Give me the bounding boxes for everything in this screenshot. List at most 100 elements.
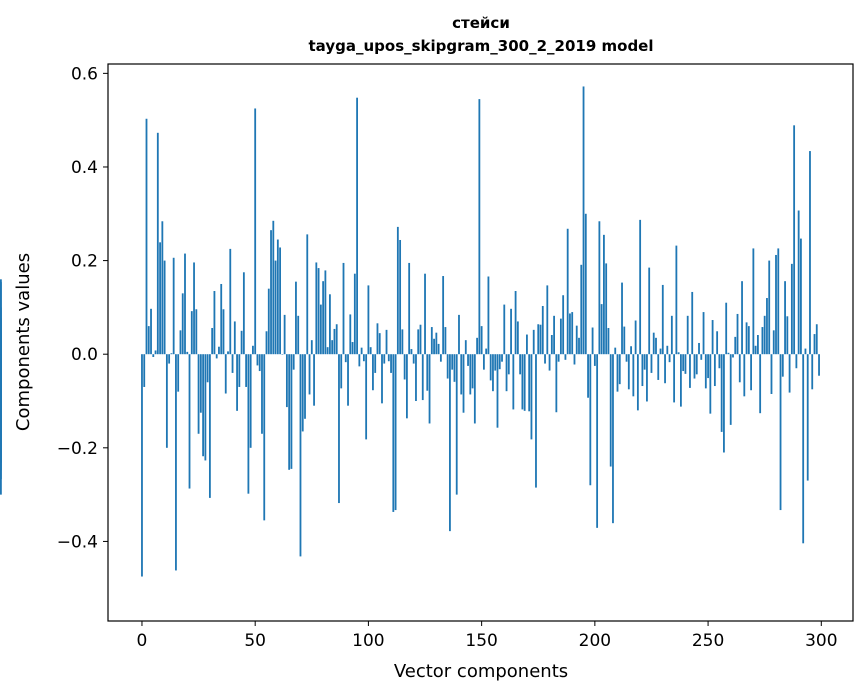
bar xyxy=(781,354,784,377)
bar xyxy=(141,354,143,577)
bar xyxy=(279,247,281,355)
bar xyxy=(480,326,483,355)
bar xyxy=(550,335,553,355)
bar xyxy=(276,239,279,355)
bar xyxy=(150,308,152,355)
bar xyxy=(759,354,762,414)
bar xyxy=(804,348,807,355)
plot-frame xyxy=(107,63,854,622)
bar xyxy=(188,354,191,489)
bar xyxy=(156,132,159,355)
bar xyxy=(482,354,485,370)
bar xyxy=(575,325,578,355)
bar xyxy=(412,354,415,364)
bar xyxy=(727,352,730,355)
bar xyxy=(335,324,338,355)
bar xyxy=(675,245,678,355)
bar xyxy=(360,347,363,355)
bar xyxy=(376,323,379,355)
bar xyxy=(145,118,148,355)
bar xyxy=(460,354,463,395)
bar xyxy=(514,291,517,355)
bar xyxy=(218,346,220,355)
bar xyxy=(815,324,818,355)
bar xyxy=(627,354,630,390)
bar xyxy=(240,330,243,355)
bar xyxy=(584,213,587,355)
bar xyxy=(426,354,429,391)
bar xyxy=(206,354,209,383)
bar xyxy=(396,226,399,355)
bar xyxy=(283,314,286,355)
x-tick-label: 0 xyxy=(137,631,148,651)
bar xyxy=(659,348,662,355)
bar xyxy=(458,314,460,355)
bar xyxy=(288,354,291,470)
chart-subtitle: tayga_upos_skipgram_300_2_2019 model xyxy=(309,37,654,55)
bar xyxy=(358,354,361,367)
bar xyxy=(616,354,619,392)
bar xyxy=(521,354,524,410)
x-tick-label: 150 xyxy=(465,631,497,651)
bar xyxy=(700,354,703,360)
bar xyxy=(446,354,449,379)
bar xyxy=(555,354,558,413)
bar xyxy=(763,315,766,355)
x-axis-ticks: 0 50 100 150 200 250 300 xyxy=(137,621,838,651)
bar xyxy=(367,285,370,355)
bar xyxy=(392,354,395,512)
bar xyxy=(299,354,302,557)
bar xyxy=(199,354,202,413)
bar xyxy=(408,262,411,355)
bar xyxy=(224,354,227,394)
bar xyxy=(607,327,610,355)
bar xyxy=(716,331,719,355)
bar xyxy=(519,354,522,375)
bar xyxy=(657,354,660,380)
bar xyxy=(152,354,155,358)
bar xyxy=(270,230,272,355)
bar xyxy=(503,304,506,355)
bar xyxy=(736,313,739,355)
bar xyxy=(181,293,184,355)
bar xyxy=(523,354,526,411)
bar xyxy=(338,354,340,504)
bar xyxy=(639,219,642,355)
bar xyxy=(813,334,816,355)
bar xyxy=(648,267,651,355)
bar xyxy=(691,291,694,355)
bar xyxy=(347,354,349,406)
bar xyxy=(329,294,331,355)
bar xyxy=(797,210,800,355)
bar xyxy=(464,340,467,355)
bar xyxy=(417,329,420,355)
bar xyxy=(530,354,533,440)
bar xyxy=(374,354,377,373)
bar xyxy=(632,354,635,397)
bar xyxy=(623,326,626,355)
bar xyxy=(163,260,166,355)
bar xyxy=(476,337,479,355)
bar xyxy=(313,354,315,406)
bar xyxy=(344,354,347,363)
bar xyxy=(349,314,352,355)
bar xyxy=(439,354,442,362)
x-tick-label: 100 xyxy=(352,631,384,651)
bar xyxy=(564,354,567,360)
bar xyxy=(444,327,447,355)
bar xyxy=(600,304,603,355)
bar xyxy=(186,351,189,355)
bar xyxy=(492,354,494,392)
bar xyxy=(233,321,236,355)
y-tick-label: 0.0 xyxy=(71,345,98,365)
bar xyxy=(625,354,628,362)
bar xyxy=(204,354,207,461)
x-tick-label: 200 xyxy=(579,631,611,651)
bar xyxy=(462,354,465,413)
bar xyxy=(324,270,327,355)
bar xyxy=(340,354,343,389)
bar xyxy=(652,332,655,355)
bar xyxy=(179,330,182,355)
bar xyxy=(143,354,146,387)
bar xyxy=(761,327,764,355)
